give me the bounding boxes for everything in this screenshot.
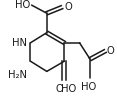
Text: HO: HO <box>61 84 77 94</box>
Text: HN: HN <box>12 38 27 48</box>
Text: O: O <box>64 2 72 12</box>
Text: HO: HO <box>81 82 97 92</box>
Text: HO: HO <box>15 0 30 10</box>
Text: O: O <box>56 84 64 94</box>
Text: H₂N: H₂N <box>8 70 27 80</box>
Text: O: O <box>106 46 114 56</box>
